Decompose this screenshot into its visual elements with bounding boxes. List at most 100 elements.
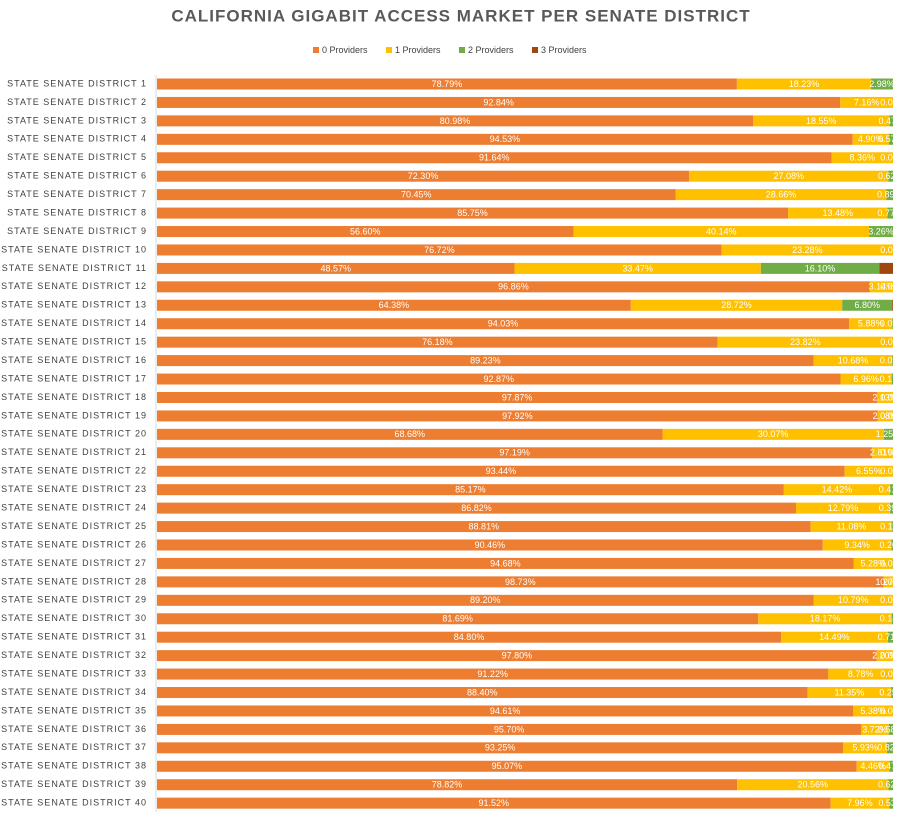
bar-segment — [157, 299, 631, 311]
y-tick-label: STATE SENATE DISTRICT 39 — [1, 779, 147, 789]
bar-segment — [157, 742, 844, 754]
bar-segment — [157, 705, 854, 717]
data-label: 0.62% — [878, 780, 902, 790]
bar-segment — [830, 797, 890, 809]
bar-segment — [886, 189, 893, 201]
bar-segment — [157, 152, 832, 164]
data-label: 33.47% — [622, 263, 653, 273]
bar-segment — [853, 705, 893, 717]
bar-segment — [822, 539, 892, 551]
legend-swatch — [532, 47, 538, 53]
data-label: 94.03% — [488, 319, 519, 329]
data-label: 97.80% — [502, 651, 533, 661]
data-label: 89.23% — [470, 355, 501, 365]
bar-segment — [157, 410, 878, 422]
data-label: 0.47% — [879, 116, 902, 126]
data-label: 5.28% — [861, 558, 887, 568]
bar-segment — [157, 668, 829, 680]
bar-segment — [813, 355, 893, 367]
bar-segment — [872, 447, 893, 459]
bar-segment — [861, 723, 889, 735]
data-label: 2.20% — [872, 651, 898, 661]
data-label: 81.69% — [442, 614, 473, 624]
data-label: 90.46% — [475, 540, 506, 550]
bar-segment — [891, 539, 893, 551]
bar-segment — [717, 336, 893, 348]
data-label: 7.16% — [854, 97, 880, 107]
bar-segment — [887, 631, 893, 643]
data-label: 28.66% — [766, 190, 797, 200]
bar-segment — [892, 299, 893, 311]
data-label: 2.13% — [872, 392, 898, 402]
y-tick-label: STATE SENATE DISTRICT 18 — [1, 392, 147, 402]
data-label: 0.00% — [880, 595, 902, 605]
bar-segment — [630, 299, 843, 311]
bar-segment — [753, 115, 890, 127]
data-label: 0.14% — [880, 614, 902, 624]
data-label: 48.57% — [320, 263, 351, 273]
data-label: 97.92% — [502, 411, 533, 421]
data-label: 0.20% — [879, 540, 902, 550]
data-label: 0.41% — [879, 485, 902, 495]
bar-segment — [869, 226, 893, 238]
data-label: 92.87% — [483, 374, 514, 384]
bar-segment — [853, 557, 893, 569]
bar-segment — [157, 557, 854, 569]
data-label: 86.82% — [461, 503, 492, 513]
data-label: 11.08% — [836, 521, 866, 531]
data-label: 30.07% — [758, 429, 789, 439]
bar-segment — [828, 668, 893, 680]
data-label: 68.68% — [394, 429, 425, 439]
bar-segment — [888, 779, 893, 791]
data-label: 95.07% — [492, 761, 523, 771]
bar-segment — [157, 576, 884, 588]
data-label: 5.93% — [852, 743, 878, 753]
y-tick-label: STATE SENATE DISTRICT 28 — [1, 576, 147, 586]
bar-segment — [157, 391, 878, 403]
y-tick-label: STATE SENATE DISTRICT 17 — [1, 373, 147, 383]
y-tick-label: STATE SENATE DISTRICT 40 — [1, 798, 147, 808]
data-label: 18.55% — [806, 116, 837, 126]
bar-segment — [887, 207, 893, 219]
bar-segment — [157, 447, 873, 459]
y-tick-label: STATE SENATE DISTRICT 27 — [1, 558, 147, 568]
data-label: 3.72% — [862, 724, 888, 734]
bar-segment — [157, 262, 515, 274]
data-label: 6.80% — [854, 300, 880, 310]
bar-segment — [889, 760, 893, 772]
data-label: 0.00% — [880, 669, 902, 679]
y-tick-label: STATE SENATE DISTRICT 36 — [1, 724, 147, 734]
y-tick-label: STATE SENATE DISTRICT 16 — [1, 355, 147, 365]
data-label: 0.00% — [880, 448, 902, 458]
bar-segment — [157, 502, 796, 514]
bar-segment — [157, 465, 845, 477]
bar-segment — [157, 115, 754, 127]
data-label: 0.00% — [880, 337, 902, 347]
data-label: 0.09% — [880, 355, 902, 365]
data-label: 14.49% — [819, 632, 850, 642]
bar-segment — [760, 262, 880, 274]
data-label: 94.61% — [490, 706, 521, 716]
bar-segment — [157, 318, 850, 330]
data-label: 0.00% — [880, 577, 902, 587]
data-label: 85.17% — [455, 485, 486, 495]
data-label: 6.55% — [856, 466, 882, 476]
data-label: 0.71% — [878, 632, 902, 642]
data-label: 0.00% — [880, 411, 902, 421]
data-label: 0.00% — [880, 245, 902, 255]
data-label: 13.48% — [822, 208, 853, 218]
bar-segment — [891, 613, 893, 625]
bar-segment — [840, 373, 892, 385]
y-tick-label: STATE SENATE DISTRICT 4 — [7, 134, 147, 144]
bar-segment — [877, 391, 893, 403]
data-label: 92.84% — [483, 97, 514, 107]
bar-segment — [889, 115, 893, 127]
data-label: 3.14% — [869, 282, 895, 292]
data-label: 0.00% — [880, 282, 902, 292]
bar-segment — [781, 631, 888, 643]
bar-segment — [892, 521, 893, 533]
data-label: 28.72% — [721, 300, 752, 310]
data-label: 94.53% — [490, 134, 521, 144]
bar-segment — [783, 484, 890, 496]
bar-segment — [795, 502, 891, 514]
